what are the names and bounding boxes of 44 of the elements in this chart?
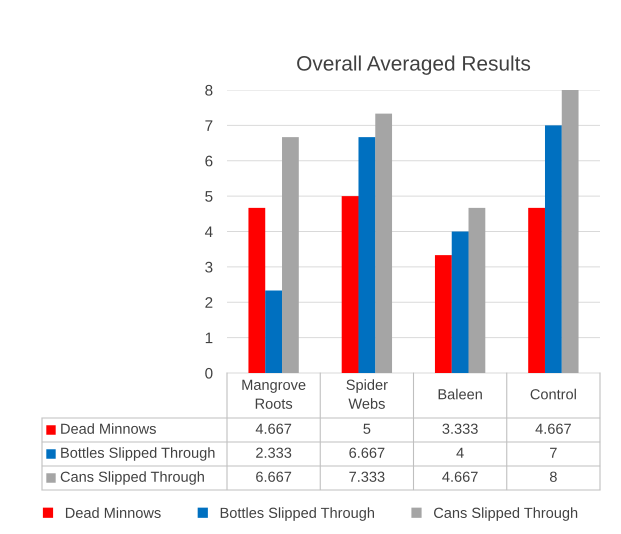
y-tick-label: 0 [205,368,213,379]
bar [248,208,266,373]
text: Dead Minnows [66,507,161,518]
text: Cans Slipped Through [434,507,578,521]
data-label: 4 [456,448,464,458]
y-tick-label: 8 [205,84,212,96]
data-label: 3.333 [442,424,478,434]
bar [265,290,282,373]
data-label: 2.333 [256,448,292,458]
text: Bottles Slipped Through [220,507,374,521]
y-tick-label: 6 [205,156,212,166]
x-tick-label: Spider Webs [346,379,388,409]
y-tick-label: 2 [205,297,212,308]
data-label: 7.333 [349,472,384,482]
data-label: 7 [550,448,557,458]
bar [562,90,579,373]
data-label: 6.667 [256,472,292,482]
data-label: 4.667 [256,424,292,434]
bar [434,255,452,373]
y-tick-label: 7 [205,120,212,131]
y-tick-label: 3 [205,262,212,273]
bar [468,208,486,373]
bar [282,137,299,373]
legend-label: Cans Slipped Through [60,471,204,485]
data-label: 4.667 [535,424,571,434]
legend-label: Dead Minnows [61,423,156,434]
data-label: 4.667 [442,472,478,482]
legend-label: Bottles Slipped Through [61,447,214,461]
bar [358,137,376,373]
data-label: 8 [550,472,557,482]
x-tick-label: Mangrove Roots [242,380,306,409]
x-tick-label: Baleen [438,388,482,400]
bar [544,125,562,373]
bar [375,114,392,373]
x-tick-label: Control [530,388,576,400]
y-tick-label: 4 [204,226,213,238]
bar [342,196,358,373]
bar [452,232,469,373]
data-label: 5 [363,424,370,434]
bar [528,208,545,373]
y-tick-label: 1 [206,332,212,344]
data-label: 6.667 [349,448,384,458]
y-tick-label: 5 [205,191,212,202]
chart-title: Overall Averaged Results [297,55,530,75]
